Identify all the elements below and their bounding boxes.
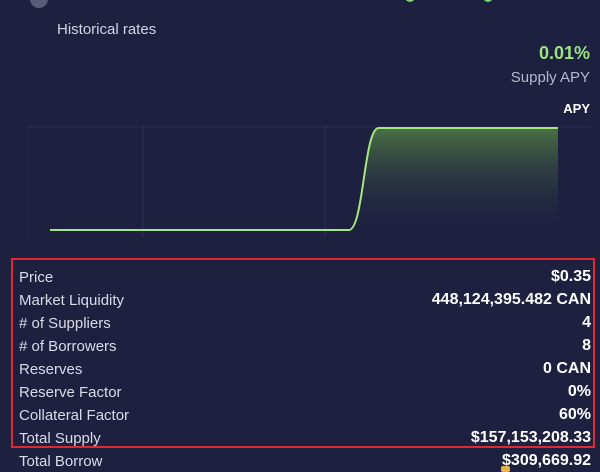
stat-row: Reserve Factor 0%: [19, 381, 591, 403]
stat-label: # of Borrowers: [19, 337, 117, 355]
stat-label: # of Suppliers: [19, 314, 111, 332]
stat-value: 448,124,395.482 CAN: [431, 291, 591, 308]
stat-row: Reserves 0 CAN: [19, 358, 591, 380]
stat-row: # of Suppliers 4: [19, 312, 591, 334]
supply-apy-value: 0.01%: [538, 43, 590, 63]
token-icon: [30, 0, 48, 8]
stat-label: Reserves: [19, 360, 83, 378]
stat-row: Collateral Factor 60%: [19, 404, 591, 426]
stat-value: 60%: [558, 406, 591, 423]
series-line: [50, 127, 558, 231]
stat-value: $309,669.92: [502, 452, 591, 469]
stat-value: 4: [582, 314, 591, 331]
stat-row: Total Borrow $309,669.92: [19, 450, 591, 472]
stat-label: Total Borrow: [19, 452, 103, 470]
status-dot-icon: [483, 0, 493, 2]
stat-value: 0 CAN: [542, 360, 591, 377]
status-dot-icon: [405, 0, 415, 2]
stat-value: 0%: [567, 383, 591, 400]
token-icon: [501, 466, 510, 472]
stat-value: $157,153,208.33: [470, 429, 591, 446]
apy-chart: [28, 125, 590, 237]
market-stats-highlight: [11, 258, 595, 448]
chart-area: [348, 128, 558, 230]
stat-label: Collateral Factor: [19, 406, 130, 424]
stat-row: Total Supply $157,153,208.33: [19, 427, 591, 449]
historical-rates-title: Historical rates: [57, 21, 157, 38]
stat-label: Reserve Factor: [19, 383, 122, 401]
stat-label: Market Liquidity: [19, 291, 125, 309]
top-strip: [0, 0, 600, 8]
stat-label: Price: [19, 268, 54, 286]
stat-label: Total Supply: [19, 429, 101, 447]
supply-apy-label: Supply APY: [510, 69, 590, 86]
stat-value: 8: [582, 337, 591, 354]
stat-row: # of Borrowers 8: [19, 335, 591, 357]
stat-row: Price $0.35: [19, 266, 591, 288]
stat-value: $0.35: [550, 268, 591, 285]
stat-row: Market Liquidity 448,124,395.482 CAN: [19, 289, 591, 311]
apy-tab[interactable]: APY: [563, 101, 590, 116]
